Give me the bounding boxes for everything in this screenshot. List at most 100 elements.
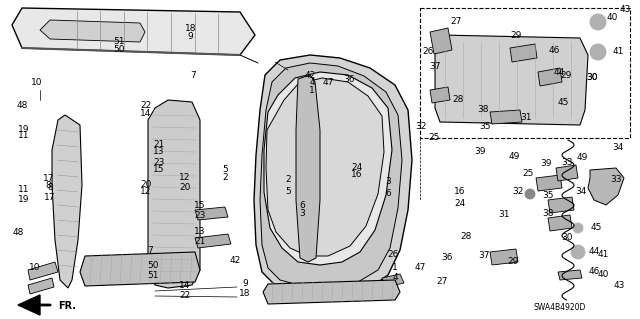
- Text: 29: 29: [510, 31, 522, 40]
- Text: 30: 30: [586, 73, 598, 83]
- Text: 32: 32: [415, 122, 427, 131]
- Text: 14: 14: [140, 109, 152, 118]
- Text: 29: 29: [560, 70, 572, 79]
- Polygon shape: [435, 35, 588, 125]
- Text: 34: 34: [575, 187, 587, 196]
- Text: 39: 39: [474, 147, 486, 156]
- Text: 42: 42: [305, 70, 316, 79]
- Text: FR.: FR.: [58, 301, 76, 311]
- Text: 48: 48: [16, 101, 28, 110]
- Polygon shape: [148, 100, 200, 288]
- Polygon shape: [195, 234, 231, 248]
- Text: 5: 5: [285, 188, 291, 197]
- Text: 36: 36: [343, 75, 355, 84]
- Polygon shape: [558, 270, 582, 280]
- Text: 21: 21: [153, 140, 164, 149]
- Text: 32: 32: [512, 188, 524, 197]
- Text: 36: 36: [441, 254, 452, 263]
- Text: 6: 6: [300, 201, 305, 210]
- Text: 13: 13: [195, 227, 205, 236]
- Text: 18: 18: [185, 24, 196, 33]
- Polygon shape: [264, 72, 392, 265]
- Text: 12: 12: [140, 187, 152, 196]
- Circle shape: [573, 223, 583, 233]
- Text: 44: 44: [554, 68, 565, 77]
- Text: 25: 25: [522, 169, 534, 179]
- Text: 24: 24: [454, 198, 466, 207]
- Text: 46: 46: [588, 268, 600, 277]
- Polygon shape: [430, 87, 450, 103]
- Polygon shape: [536, 175, 562, 191]
- Text: 9: 9: [242, 279, 248, 288]
- Polygon shape: [430, 28, 452, 54]
- Text: 12: 12: [179, 173, 191, 182]
- Text: 16: 16: [454, 188, 466, 197]
- Polygon shape: [556, 165, 578, 181]
- Polygon shape: [12, 8, 255, 55]
- Bar: [420, 8, 630, 138]
- Circle shape: [590, 14, 606, 30]
- Text: 4: 4: [392, 273, 398, 283]
- Text: SWA4B4920D: SWA4B4920D: [534, 303, 586, 313]
- Text: 3: 3: [385, 177, 391, 187]
- Text: 8: 8: [47, 183, 53, 192]
- Text: 1: 1: [310, 86, 315, 95]
- Polygon shape: [548, 197, 574, 213]
- Text: 2: 2: [223, 173, 228, 182]
- Text: 33: 33: [611, 175, 621, 184]
- Text: 45: 45: [557, 98, 569, 107]
- Polygon shape: [254, 55, 412, 292]
- Polygon shape: [588, 168, 624, 205]
- Polygon shape: [260, 63, 402, 286]
- Text: 38: 38: [477, 105, 488, 114]
- Text: 29: 29: [508, 257, 519, 266]
- Text: 1: 1: [392, 263, 398, 272]
- Text: 13: 13: [153, 147, 164, 156]
- Text: 15: 15: [195, 201, 205, 210]
- Text: 15: 15: [153, 165, 164, 174]
- Text: 25: 25: [428, 133, 440, 142]
- Text: 5: 5: [223, 165, 228, 174]
- Text: 27: 27: [436, 277, 447, 286]
- Polygon shape: [40, 20, 145, 42]
- Text: 34: 34: [612, 144, 624, 152]
- Text: 20: 20: [140, 180, 152, 189]
- Text: 17: 17: [44, 194, 56, 203]
- Text: 23: 23: [153, 158, 164, 167]
- Polygon shape: [80, 252, 200, 286]
- Polygon shape: [382, 274, 404, 287]
- Text: 2: 2: [285, 175, 291, 184]
- Polygon shape: [490, 249, 518, 265]
- Text: 16: 16: [351, 170, 363, 179]
- Text: 51: 51: [147, 271, 159, 280]
- Text: 7: 7: [148, 246, 153, 255]
- Text: 21: 21: [195, 238, 205, 247]
- Text: 40: 40: [606, 13, 618, 23]
- Polygon shape: [195, 207, 228, 220]
- Text: 24: 24: [351, 163, 363, 172]
- Polygon shape: [28, 278, 54, 294]
- Text: 39: 39: [540, 160, 552, 168]
- Text: 51: 51: [113, 37, 125, 46]
- Text: 35: 35: [479, 122, 491, 131]
- Text: 46: 46: [548, 46, 560, 55]
- Polygon shape: [296, 75, 320, 262]
- Text: 44: 44: [588, 248, 600, 256]
- Text: 19: 19: [18, 125, 29, 134]
- Polygon shape: [490, 110, 522, 124]
- Text: 8: 8: [46, 181, 51, 189]
- Text: 17: 17: [43, 174, 54, 183]
- Text: 10: 10: [31, 78, 43, 87]
- Polygon shape: [510, 44, 537, 62]
- Text: 43: 43: [620, 5, 630, 14]
- Text: 11: 11: [18, 131, 29, 140]
- Text: 3: 3: [300, 209, 305, 218]
- Text: 9: 9: [188, 32, 193, 41]
- Text: 22: 22: [140, 101, 152, 110]
- Text: 7: 7: [190, 71, 196, 80]
- Text: 41: 41: [612, 48, 624, 56]
- Text: 28: 28: [460, 232, 472, 241]
- Text: 42: 42: [230, 256, 241, 265]
- Text: 26: 26: [422, 48, 434, 56]
- Text: 43: 43: [614, 281, 625, 290]
